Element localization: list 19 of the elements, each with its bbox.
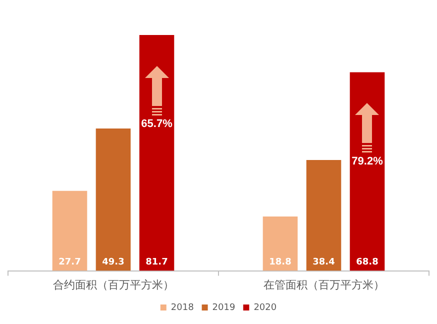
bar — [139, 35, 174, 271]
bar — [262, 216, 298, 271]
bar — [96, 128, 131, 271]
bar — [350, 72, 385, 271]
x-tick-label: 在管面积（百万平方米） — [263, 278, 384, 292]
data-label: 27.7 — [58, 258, 81, 268]
annotation: 65.7% — [141, 118, 173, 130]
data-label: 38.4 — [312, 258, 335, 268]
data-label: 18.8 — [269, 258, 292, 268]
data-label: 81.7 — [146, 258, 168, 268]
legend-label: 2018 — [170, 302, 194, 313]
bar — [306, 160, 342, 271]
data-label: 49.3 — [102, 258, 124, 268]
legend-label: 2019 — [212, 302, 236, 313]
data-label: 68.8 — [356, 258, 378, 268]
bar — [52, 190, 88, 271]
legend-label: 2020 — [254, 302, 277, 313]
annotation: 79.2% — [352, 155, 384, 168]
x-tick-label: 合约面积（百万平方米） — [52, 278, 174, 292]
